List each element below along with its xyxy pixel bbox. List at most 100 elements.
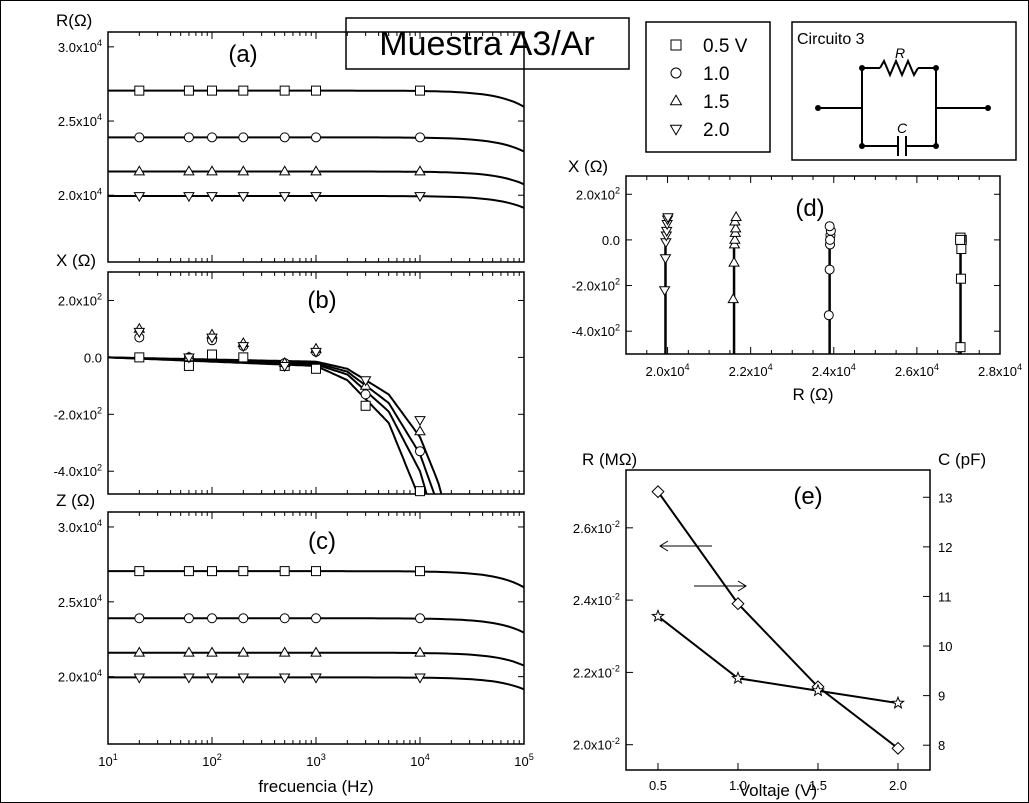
data-point-triangle-up: [730, 210, 742, 221]
x-tick-label: 103: [306, 752, 326, 769]
x-tick-label: 102: [202, 752, 222, 769]
legend-marker-circle: [670, 67, 682, 79]
y-tick-label: 0.0: [602, 233, 620, 248]
panel-label: (c): [308, 528, 336, 555]
data-point-circle: [824, 264, 835, 275]
y-tick-label: -2.0x102: [54, 405, 102, 422]
panel-b: -4.0x102 -2.0x102 0.0 2.0x102 X (Ω) (b): [54, 251, 525, 497]
data-point-circle: [279, 132, 290, 143]
data-point-circle: [360, 389, 371, 400]
data-point-triangle-down: [662, 213, 674, 224]
panel-label: (e): [793, 483, 822, 510]
data-point-triangle-down: [310, 347, 322, 358]
data-point-circle: [825, 234, 836, 245]
data-point-triangle-down: [658, 286, 671, 297]
data-point-square: [955, 273, 966, 284]
data-point-star: [891, 695, 905, 709]
data-point-triangle-up: [206, 165, 218, 176]
y-tick-label: 2.0x102: [58, 292, 102, 309]
data-point-triangle-down: [183, 353, 195, 364]
y2-tick-label: 13: [938, 490, 952, 505]
legend-label: 1.0: [703, 64, 729, 85]
x-tick-label: 2.4x104: [812, 362, 856, 379]
x-tick-label: 101: [98, 752, 118, 769]
data-point-triangle-down: [183, 192, 195, 203]
data-point-triangle-down: [237, 192, 250, 203]
data-point-triangle-up: [278, 646, 291, 657]
data-point-square: [415, 85, 425, 96]
y-tick-label: 2.5x104: [58, 112, 102, 129]
data-point-triangle-down: [206, 333, 218, 344]
data-point-square: [207, 85, 217, 96]
data-point-triangle-up: [729, 222, 742, 233]
x-axis-label: frecuencia (Hz): [258, 777, 373, 796]
y-axis-label: R(Ω): [56, 11, 92, 30]
y2-tick-label: 10: [938, 639, 952, 654]
data-point-triangle-up: [183, 165, 195, 176]
panel-label: (d): [795, 195, 824, 222]
circuit-box: [791, 21, 1017, 161]
y-tick-label: 2.0x104: [58, 668, 102, 685]
x-tick-label: 2.0: [889, 778, 907, 793]
y2-tick-label: 12: [938, 540, 952, 555]
data-point-circle: [415, 132, 425, 143]
legend-label: 1.5: [703, 92, 729, 113]
panel-a: 2.0x104 2.5x104 3.0x104 R(Ω) (a): [56, 11, 525, 263]
x-tick-label: 2.0x104: [646, 362, 690, 379]
circuit-diagram: [818, 58, 988, 156]
data-point-circle: [311, 132, 321, 143]
data-point-triangle-down: [206, 673, 218, 684]
data-point-circle: [415, 446, 425, 457]
data-point-triangle-up: [237, 165, 250, 176]
data-point-triangle-down: [237, 673, 250, 684]
data-point-diamond: [651, 485, 665, 499]
y-axis-label: X (Ω): [568, 157, 608, 176]
data-point-triangle-down: [278, 192, 291, 203]
series-line: [657, 491, 899, 750]
y-tick-label: -4.0x102: [54, 462, 102, 479]
y-tick-label: 3.0x104: [58, 38, 102, 55]
circuit-capacitor-label: C: [897, 120, 908, 136]
x-tick-label: 1.5: [809, 778, 827, 793]
y-tick-label: 2.5x104: [58, 593, 102, 610]
y-tick-label: 3.0x104: [58, 518, 102, 535]
arrow-right-head: [737, 580, 747, 592]
data-point-square: [360, 400, 371, 411]
panel-label: (b): [307, 287, 336, 314]
data-point-triangle-down: [310, 673, 322, 684]
data-point-square: [956, 244, 967, 255]
data-point-triangle-up: [237, 646, 250, 657]
circuit-nodes: [815, 65, 991, 149]
data-point-triangle-up: [133, 165, 146, 176]
data-point-square: [279, 566, 290, 577]
circuit-resistor-label: R: [895, 45, 905, 61]
data-point-triangle-up: [183, 646, 195, 657]
data-point-triangle-down: [359, 376, 372, 387]
data-point-circle: [207, 613, 217, 624]
data-point-diamond: [731, 597, 745, 611]
y-tick-label: 2.0x102: [576, 185, 620, 202]
panel-d: -4.0x102 -2.0x102 0.0 2.0x102 2.0x104 2.2x104…: [568, 157, 1022, 404]
data-point-triangle-down: [414, 416, 426, 427]
data-point-triangle-down: [237, 342, 250, 353]
data-point-square: [311, 566, 321, 577]
legend-label: 0.5 V: [703, 36, 748, 57]
title-box: [345, 17, 630, 70]
data-point-square: [134, 85, 145, 96]
data-point-triangle-down: [414, 192, 426, 203]
legend-marker-square: [670, 39, 682, 51]
data-point-square: [279, 85, 290, 96]
data-point-square: [238, 352, 249, 363]
data-point-triangle-down: [659, 254, 672, 265]
data-point-triangle-down: [278, 673, 291, 684]
data-point-star: [811, 683, 825, 697]
panel-c: 2.0x104 2.5x104 3.0x104 Z (Ω) (c) 101 102 103 10…: [56, 491, 534, 796]
x-tick-label: 0.5: [649, 778, 667, 793]
data-point-triangle-up: [414, 646, 426, 657]
data-point-circle: [311, 613, 321, 624]
data-point-circle: [824, 221, 835, 232]
data-point-triangle-down: [133, 327, 146, 338]
data-point-triangle-up: [278, 165, 291, 176]
data-point-circle: [823, 310, 834, 321]
